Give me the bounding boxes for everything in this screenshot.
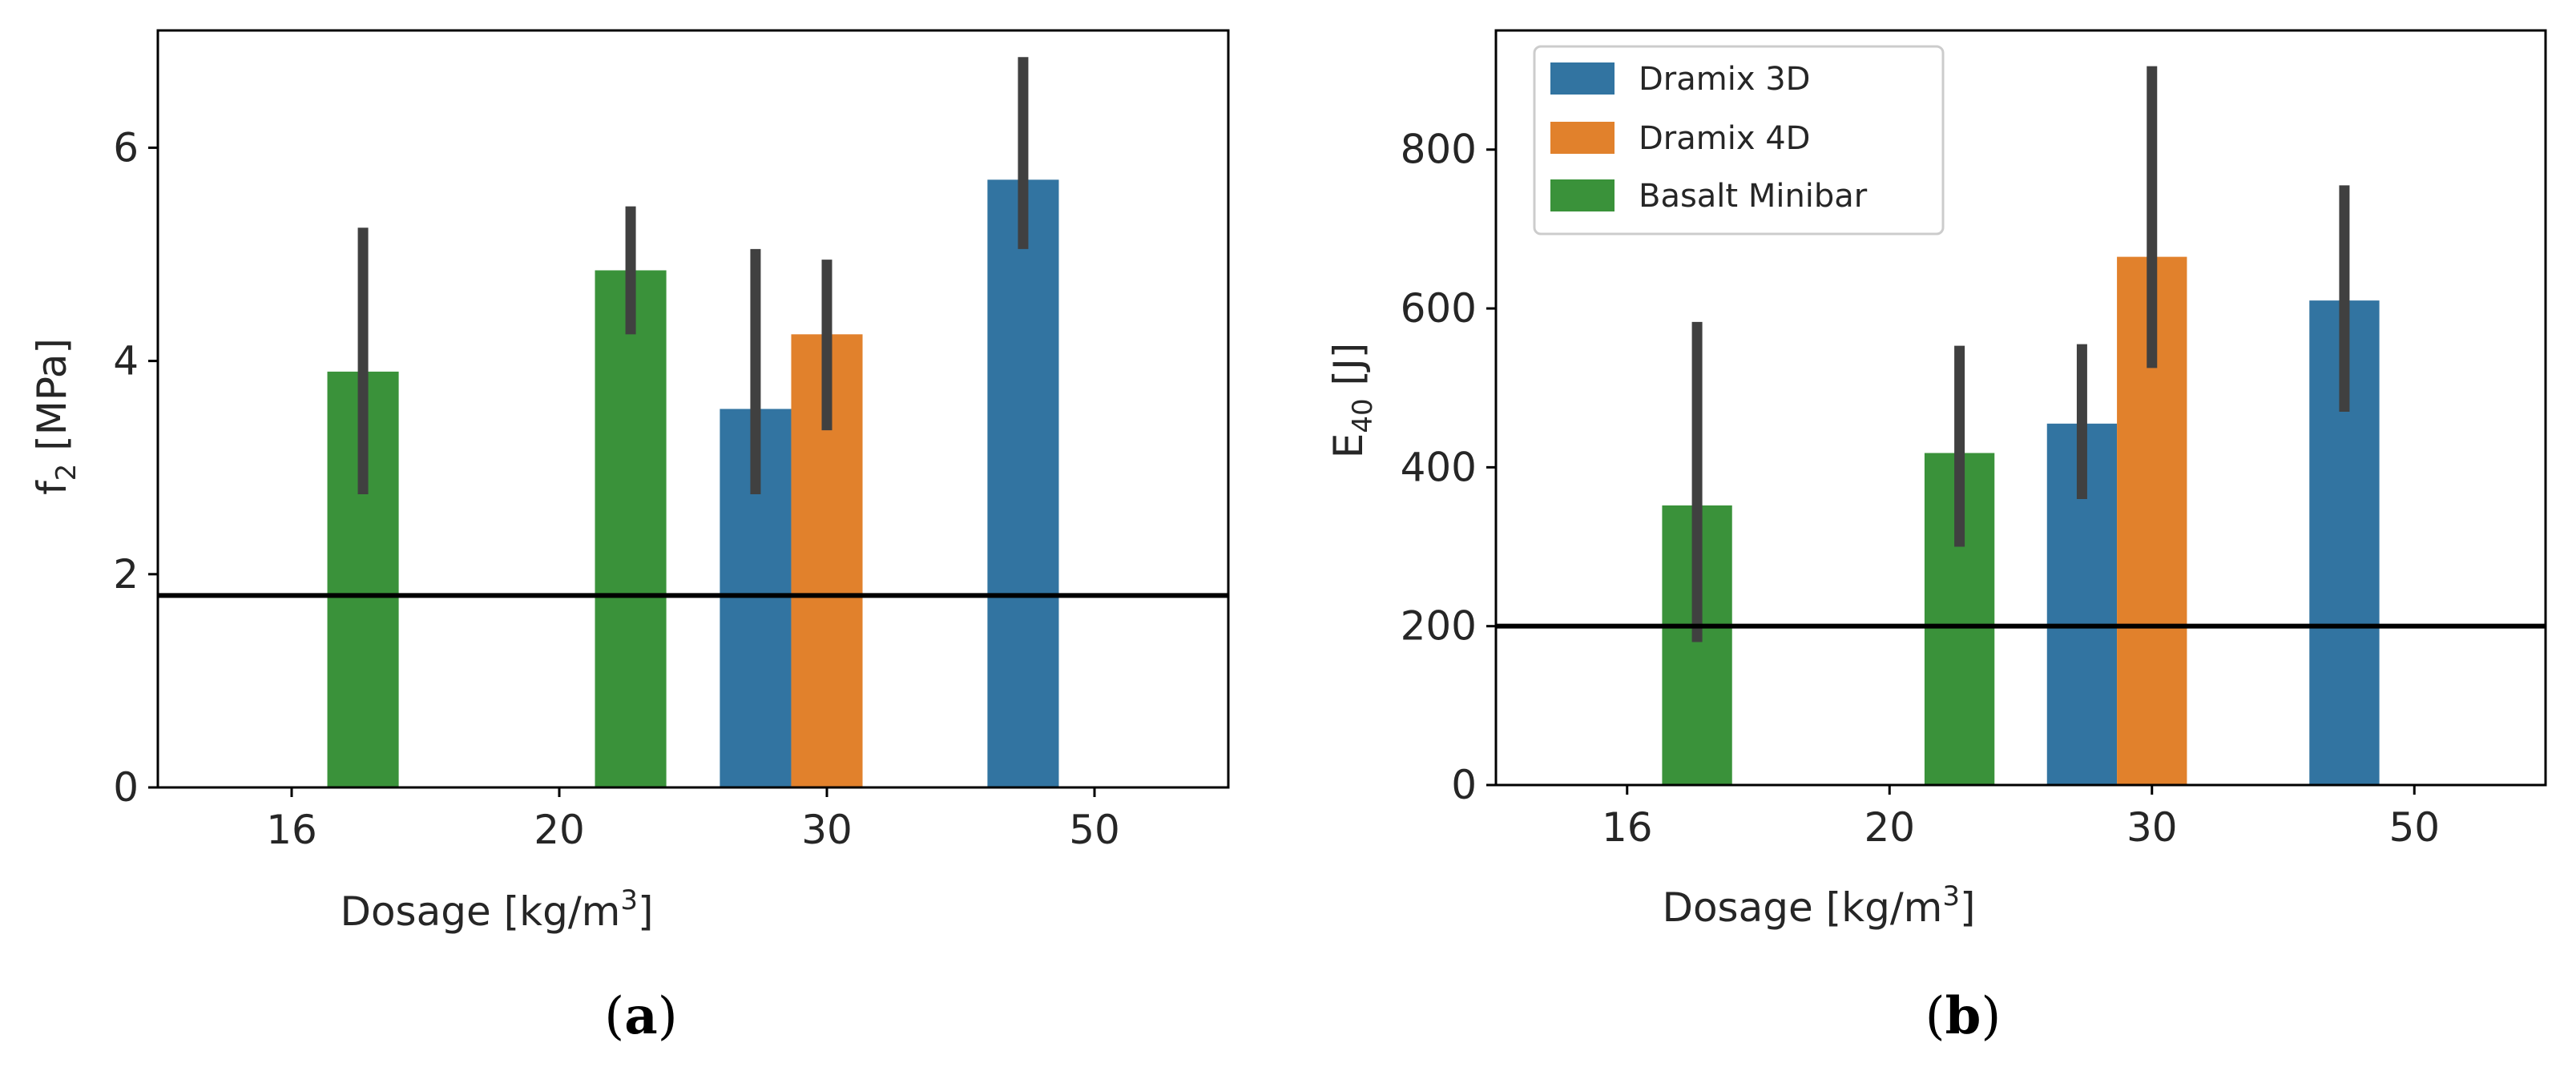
- errorbars-a: [357, 57, 1029, 494]
- legend-label-dramix-4d: Dramix 4D: [1639, 120, 1810, 157]
- x-tick-label-a: 16: [266, 807, 317, 853]
- bar-a-basalt-minibar-20: [595, 270, 667, 788]
- x-tick-label-b: 30: [2127, 804, 2178, 851]
- y-tick-label-b: 0: [1451, 762, 1477, 808]
- y-axis-label-b: E40 [J]: [1325, 343, 1379, 459]
- bars-b: [1662, 256, 2380, 786]
- legend-label-dramix-3d: Dramix 3D: [1639, 61, 1810, 98]
- panel-label-a: (a): [604, 986, 677, 1046]
- y-tick-label-a: 6: [113, 124, 139, 171]
- y-tick-label-a: 0: [113, 764, 139, 811]
- legend-swatch-dramix-3d: [1550, 62, 1615, 95]
- plot-frame-b: [1494, 29, 2547, 787]
- legend: Dramix 3D Dramix 4D Basalt Minibar: [1533, 45, 1945, 236]
- x-tick-label-a: 20: [534, 807, 585, 853]
- y-ticks-a: 0 2 4 6: [113, 124, 158, 811]
- chart-b: 0 200 400 600 800 16 20 30 50 Dosage [kg/m3] E4…: [1325, 29, 2547, 931]
- y-tick-label-a: 4: [113, 338, 139, 385]
- x-tick-label-b: 16: [1602, 804, 1653, 851]
- y-tick-label-b: 600: [1401, 285, 1477, 332]
- x-axis-label-b: Dosage [kg/m3]: [1662, 880, 1975, 931]
- x-tick-label-b: 50: [2389, 804, 2440, 851]
- y-tick-label-a: 2: [113, 551, 139, 598]
- y-tick-label-b: 800: [1401, 127, 1477, 173]
- legend-swatch-dramix-4d: [1550, 122, 1615, 154]
- legend-label-basalt-minibar: Basalt Minibar: [1639, 178, 1868, 215]
- x-ticks-a: 16 20 30 50: [266, 787, 1120, 853]
- bar-a-dramix-3d-50: [987, 179, 1059, 788]
- x-tick-label-a: 30: [801, 807, 853, 853]
- legend-swatch-basalt-minibar: [1550, 179, 1615, 211]
- x-tick-label-a: 50: [1069, 807, 1120, 853]
- x-ticks-b: 16 20 30 50: [1602, 785, 2440, 851]
- y-tick-label-b: 400: [1401, 444, 1477, 490]
- y-axis-label-a: f2 [MPa]: [29, 338, 83, 495]
- errorbars-b: [1691, 66, 2350, 642]
- x-tick-label-b: 20: [1864, 804, 1915, 851]
- panel-label-b: (b): [1925, 986, 2002, 1046]
- legend-box: [1533, 45, 1945, 236]
- x-axis-label-a: Dosage [kg/m3]: [340, 884, 653, 935]
- y-ticks-b: 0 200 400 600 800: [1401, 127, 1496, 808]
- bars-a: [327, 179, 1059, 788]
- chart-a: 0 2 4 6 16 20 30 50 Dosage [kg/m3] f2 [MPa]: [29, 29, 1230, 935]
- y-tick-label-b: 200: [1401, 603, 1477, 650]
- plot-frame-a: [156, 29, 1230, 789]
